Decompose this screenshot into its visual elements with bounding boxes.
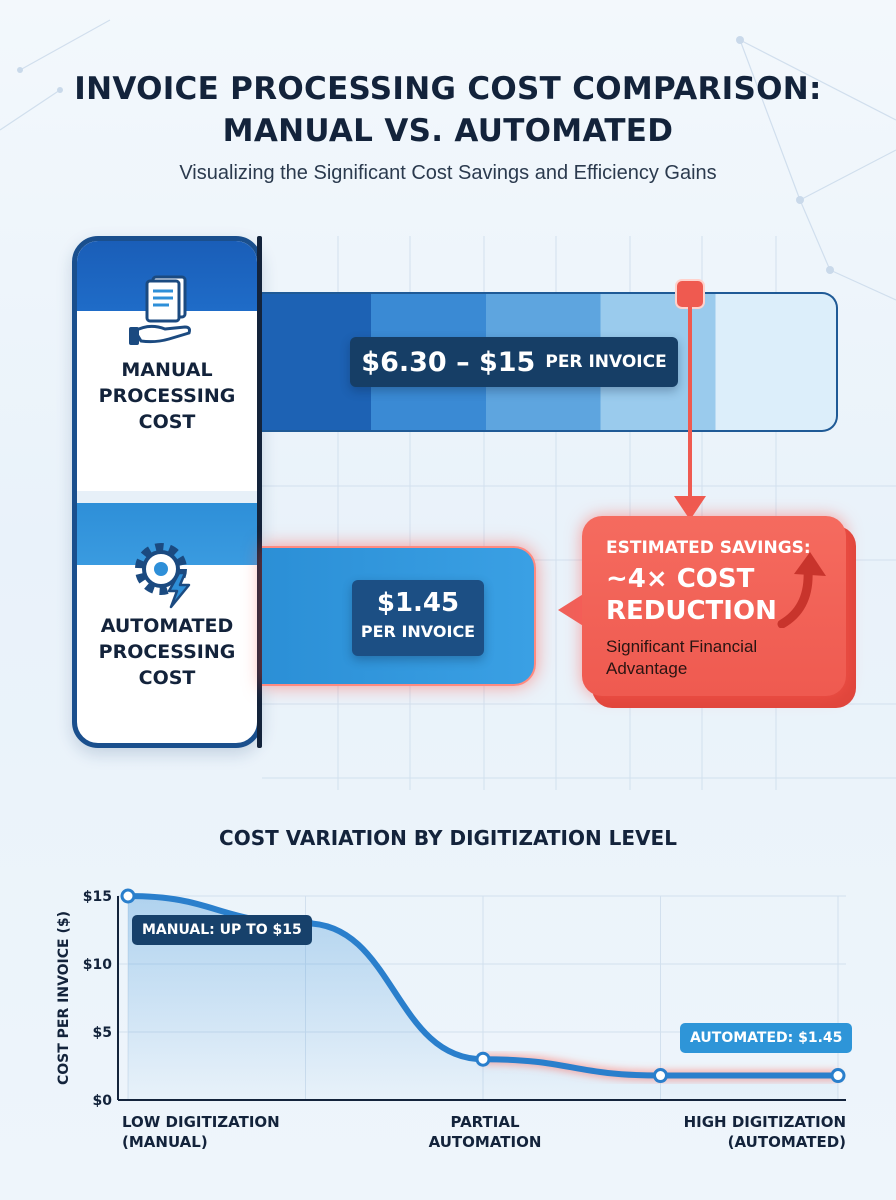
manual-label-line-1: MANUAL: [121, 359, 213, 381]
automated-annotation: AUTOMATED: $1.45: [680, 1023, 853, 1053]
title-line-2: MANUAL VS. AUTOMATED: [222, 113, 674, 149]
y-tick-label: $15: [83, 889, 112, 905]
chart-title: COST VARIATION BY DIGITIZATION LEVEL: [219, 826, 677, 850]
data-point-2: [475, 1051, 491, 1067]
automated-label-line-1: AUTOMATED: [100, 615, 234, 637]
trend-up-arrow-icon: [777, 552, 826, 628]
data-point-4: [830, 1068, 846, 1084]
chart-area-fill: [128, 896, 838, 1100]
y-axis-label: COST PER INVOICE ($): [56, 911, 72, 1085]
savings-line-2: REDUCTION: [606, 596, 777, 626]
savings-line-1: ~4× COST: [606, 564, 755, 594]
title-line-1: INVOICE PROCESSING COST COMPARISON:: [74, 71, 822, 107]
automated-cost-value: $1.45: [376, 588, 460, 618]
savings-note: Significant Financial Advantage: [606, 637, 758, 678]
automated-cost-unit: PER INVOICE: [360, 622, 476, 641]
automated-label-line-3: COST: [138, 667, 196, 689]
automated-label: AUTOMATED PROCESSING COST: [77, 613, 257, 691]
manual-label-line-3: COST: [138, 411, 196, 433]
page-title: INVOICE PROCESSING COST COMPARISON: MANU…: [0, 68, 896, 152]
page-subtitle: Visualizing the Significant Cost Savings…: [179, 162, 717, 184]
manual-label-line-2: PROCESSING: [98, 385, 236, 407]
gear-lightning-icon: [135, 543, 191, 609]
savings-heading: ESTIMATED SAVINGS:: [606, 538, 811, 558]
y-tick-label: $10: [83, 957, 112, 973]
document-hand-icon: [129, 275, 191, 345]
x-tick-label-partial: PARTIAL AUTOMATION: [428, 1113, 542, 1151]
x-tick-label-low: LOW DIGITIZATION (MANUAL): [122, 1113, 280, 1151]
category-card: MANUAL PROCESSING COST AUTOMATED PROCESS…: [72, 236, 262, 748]
savings-arrow: [674, 279, 706, 520]
y-tick-label: $0: [93, 1093, 113, 1109]
manual-label: MANUAL PROCESSING COST: [77, 357, 257, 435]
card-divider: [77, 491, 257, 503]
x-tick-label-high: HIGH DIGITIZATION (AUTOMATED): [683, 1113, 846, 1151]
data-point-0: [120, 888, 136, 904]
manual-cost-pill: $6.30 – $15 PER INVOICE: [350, 337, 678, 387]
y-tick-label: $5: [93, 1025, 112, 1041]
manual-cost-value: $6.30 – $15: [361, 346, 536, 378]
manual-annotation: MANUAL: UP TO $15: [132, 915, 312, 945]
baseline-axis: [257, 236, 262, 748]
manual-cost-unit: PER INVOICE: [545, 352, 667, 372]
data-point-3: [653, 1068, 668, 1084]
automated-cost-pill: $1.45 PER INVOICE: [352, 580, 484, 656]
automated-label-line-2: PROCESSING: [98, 641, 236, 663]
